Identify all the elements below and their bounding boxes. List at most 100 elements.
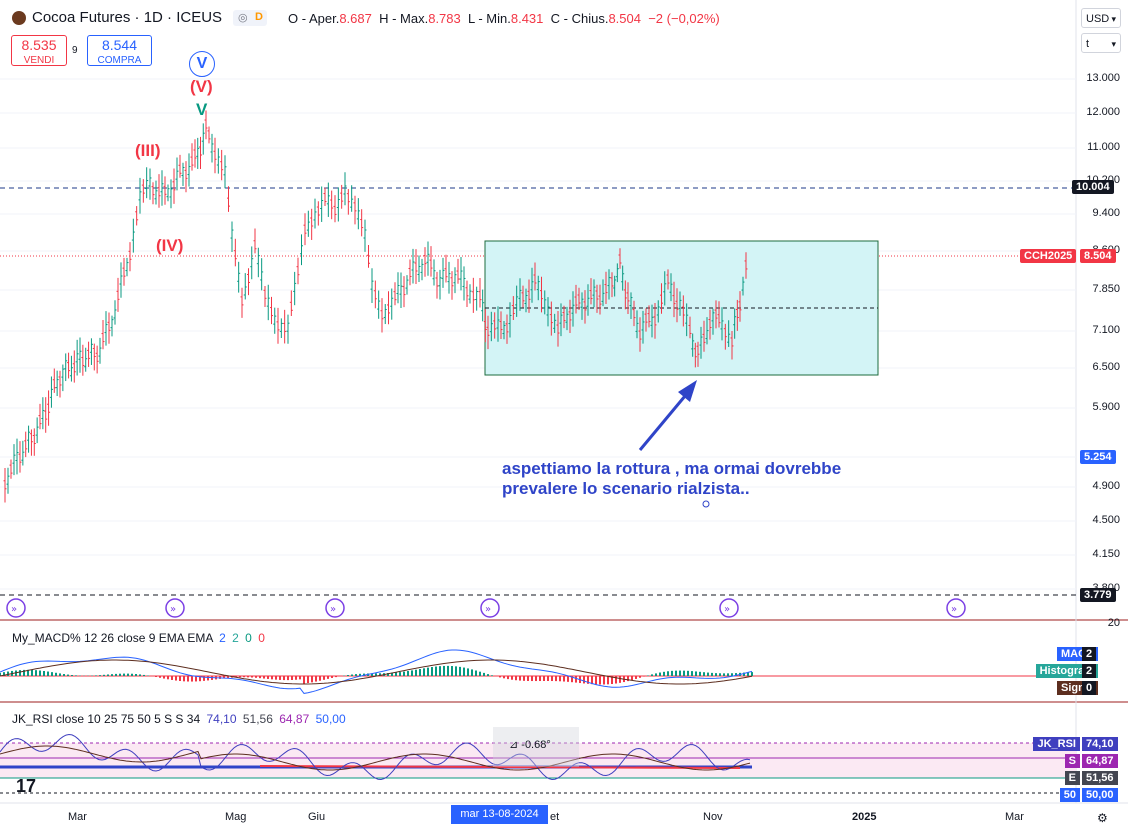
price-tick-label: 7.100 [1092,324,1120,336]
angle-measure[interactable]: ⊿ -0.68° [493,727,579,767]
event-marker-icon [325,598,345,618]
wave-label-v: V [196,100,208,119]
x-label-nov: Nov [703,811,723,823]
price-tick-label: 9.400 [1092,207,1120,219]
open-value: 8.687 [339,11,372,26]
event-marker-glyph: » [485,604,491,615]
triangle-icon: ⊿ [509,739,519,751]
wave-label-iv: (IV) [156,236,184,255]
level-high-tag: 10.004 [1072,180,1114,194]
macd-tag-value: 2 [1080,664,1097,678]
last-price-tag: 8.504 [1080,249,1116,263]
open-label: O - Aper. [288,11,340,26]
close-value: 8.504 [608,11,641,26]
rsi-tag-value: 51,56 [1080,771,1118,785]
high-label: H - Max. [379,11,429,26]
cocoa-logo-icon [12,10,26,25]
annotation-line-2: prevalere lo scenario rialzista.. [502,479,750,498]
event-marker-glyph: » [724,604,730,615]
close-label: C - Chius. [550,11,609,26]
event-marker-icon [946,598,966,618]
level-low-tag: 3.779 [1080,588,1116,602]
macd-legend[interactable]: My_MACD% 12 26 close 9 EMA EMA 2 2 0 0 [12,631,265,645]
event-marker-glyph: » [330,604,336,615]
rsi-tag-value: 74,10 [1080,737,1118,751]
currency-label: USD [1086,13,1110,25]
ohlc-readout: O - Aper.8.687 H - Max.8.783 L - Min.8.4… [288,11,720,26]
price-tick-label: 11.000 [1087,141,1120,153]
rsi-trend-line [259,765,741,769]
annotation-arrow-shaft [638,389,692,451]
annotation-arrow-head [678,380,697,402]
sell-button[interactable]: 8.535 VENDI [11,35,67,66]
buy-label: COMPRA [97,55,142,66]
symbol-legend[interactable]: Cocoa Futures · 1D · ICEUS [12,9,222,26]
rsi-e-value: 51,56 [242,712,273,726]
price-tick-label: 4.500 [1092,514,1120,526]
rsi-tag-value: 50,00 [1080,788,1118,802]
event-marker-glyph: » [170,604,176,615]
event-marker-icon [6,598,26,618]
symbol-title: Cocoa Futures · 1D · ICEUS [32,9,223,26]
histogram-value: 2 [232,631,239,645]
change-value: −2 (−0,02%) [648,11,720,26]
rsi-line [0,733,751,781]
symbol-tag: CCH2025 [1020,249,1077,263]
event-marker-icon [719,598,739,618]
sell-price: 8.535 [21,37,57,53]
x-label-mar-2025: Mar [1005,811,1024,823]
macd-tag-value: 2 [1080,647,1097,661]
rsi-value: 74,10 [206,712,237,726]
rsi-tag-name: S [1064,754,1080,768]
sell-label: VENDI [23,55,55,66]
x-label-set: et [550,811,560,823]
event-marker-icon [165,598,185,618]
x-label-mag: Mag [225,811,247,823]
delay-badge: D [255,11,263,23]
annotation-text[interactable]: aspettiamo la rottura , ma ormai dovrebb… [502,459,841,499]
price-tick-label: 5.900 [1092,401,1120,413]
rsi-50-value: 50,00 [315,712,346,726]
high-value: 8.783 [428,11,461,26]
rsi-tag-name: E [1064,771,1080,785]
scale-label: t [1086,38,1090,50]
macd-title: My_MACD% 12 26 close 9 EMA EMA [12,631,213,645]
settings-gear-icon[interactable]: ⚙ [1097,811,1108,825]
annotation-line-1: aspettiamo la rottura , ma ormai dovrebb… [502,459,842,478]
low-label: L - Min. [468,11,511,26]
blue-level-tag: 5.254 [1080,450,1116,464]
event-marker-glyph: » [11,604,17,615]
spread-value: 9 [72,45,78,56]
currency-select[interactable]: USD ▾ [1081,8,1121,28]
price-tick-label: 12.000 [1086,106,1120,118]
chevron-down-icon: ▾ [1111,14,1116,24]
buy-price: 8.544 [101,37,138,53]
rsi-signal-line [0,745,751,771]
scale-select[interactable]: t ▾ [1081,33,1121,53]
macd-axis-top: 20 [1107,617,1120,629]
rsi-title: JK_RSI close 10 25 75 50 5 S S 34 [12,712,201,726]
event-marker-glyph: » [951,604,957,615]
angle-value: -0.68° [521,739,551,751]
rsi-tag-name: JK_RSI [1033,737,1080,751]
wave-label-circle-v: V [189,51,215,77]
macd-line [0,649,753,694]
signal-value: 0 [245,631,252,645]
macd-tag-value: 0 [1080,681,1097,695]
visibility-toggle[interactable]: ◎ D [233,10,267,26]
event-marker-icon [480,598,500,618]
x-label-2025: 2025 [852,811,877,823]
rsi-tag-value: 64,87 [1080,754,1118,768]
price-tick-label: 13.000 [1086,72,1120,84]
rsi-legend[interactable]: JK_RSI close 10 25 75 50 5 S S 34 74,10 … [12,712,346,726]
price-tick-label: 4.150 [1092,548,1120,560]
tradingview-logo[interactable]: 17 [16,776,37,796]
rsi-tag-name: 50 [1059,788,1080,802]
buy-button[interactable]: 8.544 COMPRA [87,35,152,66]
eye-icon: ◎ [238,12,248,24]
price-tick-label: 6.500 [1092,361,1120,373]
price-tick-label: 4.900 [1092,480,1120,492]
price-tick-label: 7.850 [1092,283,1120,295]
wave-label-iii: (III) [135,141,161,160]
